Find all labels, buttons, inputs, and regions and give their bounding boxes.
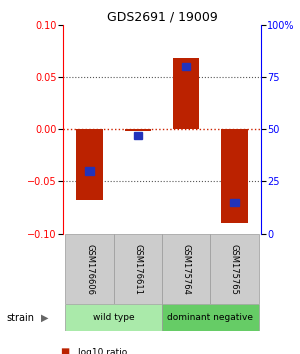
- Bar: [124, 129, 151, 131]
- Text: dominant negative: dominant negative: [167, 313, 253, 322]
- Bar: [173, 58, 200, 129]
- Text: GSM176611: GSM176611: [134, 244, 142, 295]
- Bar: [65, 304, 162, 331]
- Bar: [76, 129, 103, 200]
- Text: ■: ■: [60, 347, 69, 354]
- Bar: [134, 132, 142, 139]
- Bar: [182, 63, 190, 70]
- Bar: [85, 167, 94, 175]
- Title: GDS2691 / 19009: GDS2691 / 19009: [106, 11, 218, 24]
- Text: GSM175764: GSM175764: [182, 244, 190, 295]
- Text: GSM175765: GSM175765: [230, 244, 239, 295]
- Text: ▶: ▶: [40, 313, 48, 323]
- Text: log10 ratio: log10 ratio: [78, 348, 127, 354]
- Bar: [221, 129, 248, 223]
- Bar: [230, 199, 239, 206]
- Text: GSM176606: GSM176606: [85, 244, 94, 295]
- Bar: [162, 304, 259, 331]
- Bar: [65, 234, 114, 304]
- Text: strain: strain: [6, 313, 34, 323]
- Bar: [162, 234, 210, 304]
- Bar: [114, 234, 162, 304]
- Text: wild type: wild type: [93, 313, 134, 322]
- Bar: [210, 234, 259, 304]
